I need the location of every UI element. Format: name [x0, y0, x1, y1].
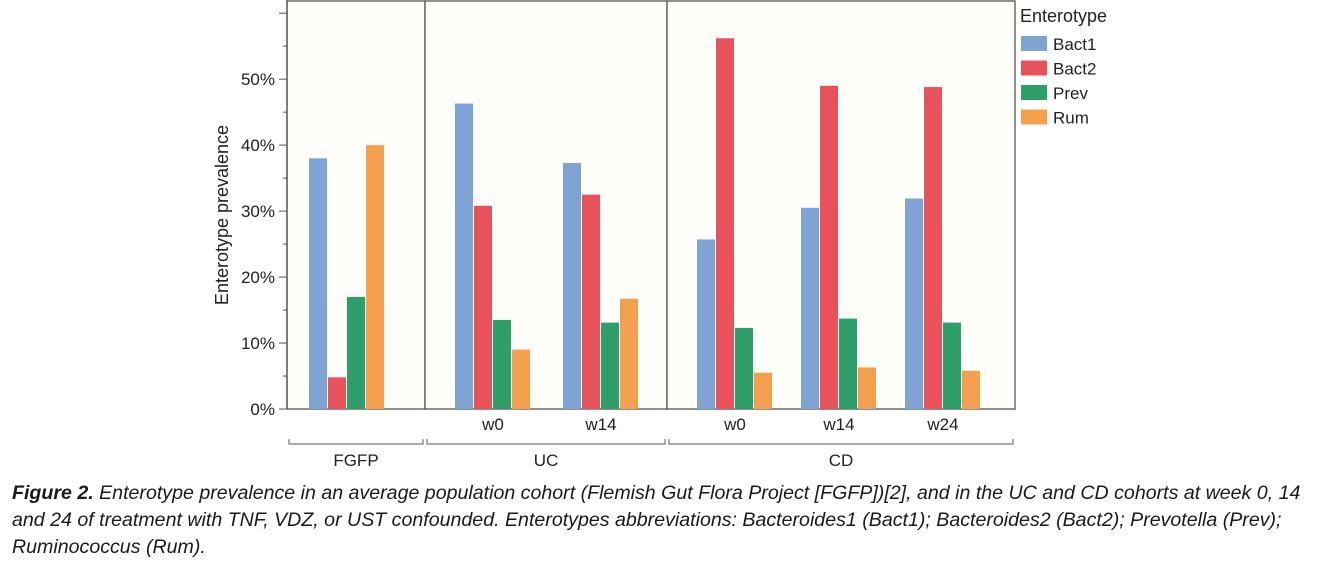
bar-uc-w14-bact2	[582, 194, 600, 409]
x-axis: FGFP w0 w14 UC w0 w14 w24 CD	[288, 415, 1014, 470]
y-tick-label: 0%	[250, 400, 275, 419]
caption-label: Figure 2.	[12, 482, 94, 504]
y-tick-label: 20%	[241, 268, 275, 287]
legend-swatch-rum	[1021, 109, 1047, 125]
group-bracket	[426, 439, 666, 445]
bar-cd-w14-bact2	[820, 85, 838, 410]
legend-label: Prev	[1053, 84, 1088, 103]
legend-label: Rum	[1053, 109, 1089, 128]
group-bracket	[668, 439, 1014, 445]
bars	[309, 38, 980, 410]
y-tick-label: 50%	[241, 70, 275, 89]
bar-uc-w0-bact1	[455, 103, 473, 410]
bar-fgfp-bact1	[309, 158, 327, 409]
bar-fgfp-bact2	[328, 377, 346, 409]
bar-uc-w14-bact1	[563, 162, 581, 409]
caption-text: Enterotype prevalence in an average popu…	[12, 482, 1301, 558]
bar-cd-w24-prev	[943, 322, 961, 409]
bar-uc-w14-rum	[620, 298, 638, 409]
group-bracket	[288, 439, 424, 445]
bar-cd-w0-rum	[754, 372, 772, 409]
legend-swatch-prev	[1021, 85, 1047, 100]
bar-cd-w14-rum	[858, 367, 876, 409]
x-tick-label: w14	[822, 415, 854, 434]
group-label: UC	[534, 451, 559, 470]
legend-title: Enterotype	[1020, 6, 1107, 26]
bar-cd-w14-bact1	[801, 207, 819, 409]
x-tick-label: w14	[584, 415, 616, 434]
y-tick-label: 40%	[241, 136, 275, 155]
x-tick-label: w0	[481, 415, 504, 434]
bar-fgfp-prev	[347, 296, 365, 409]
legend: Enterotype Bact1 Bact2 Prev Rum	[1020, 6, 1107, 128]
legend-swatch-bact1	[1021, 36, 1047, 51]
bar-uc-w0-prev	[493, 319, 511, 409]
bar-cd-w0-bact1	[697, 239, 715, 409]
bar-cd-w24-rum	[962, 370, 980, 409]
x-tick-label: w0	[723, 415, 746, 434]
bar-uc-w14-prev	[601, 322, 619, 409]
figure-caption: Figure 2. Enterotype prevalence in an av…	[12, 480, 1322, 561]
y-tick-label: 30%	[241, 202, 275, 221]
bar-cd-w24-bact2	[924, 87, 942, 409]
group-label: CD	[829, 451, 854, 470]
legend-label: Bact1	[1053, 35, 1096, 54]
y-axis: 0% 10% 20% 30% 40% 50%	[241, 0, 288, 419]
bar-cd-w0-bact2	[716, 38, 734, 409]
bar-uc-w0-rum	[512, 349, 530, 409]
bar-cd-w14-prev	[839, 318, 857, 409]
x-tick-label: w24	[926, 415, 958, 434]
legend-swatch-bact2	[1021, 60, 1047, 76]
y-tick-label: 10%	[241, 334, 275, 353]
bar-cd-w24-bact1	[905, 198, 923, 409]
legend-label: Bact2	[1053, 60, 1096, 79]
y-axis-label: Enterotype prevalence	[212, 125, 232, 305]
bar-cd-w0-prev	[735, 327, 753, 409]
group-label: FGFP	[333, 451, 378, 470]
bar-uc-w0-bact2	[474, 205, 492, 409]
bar-fgfp-rum	[366, 145, 384, 409]
